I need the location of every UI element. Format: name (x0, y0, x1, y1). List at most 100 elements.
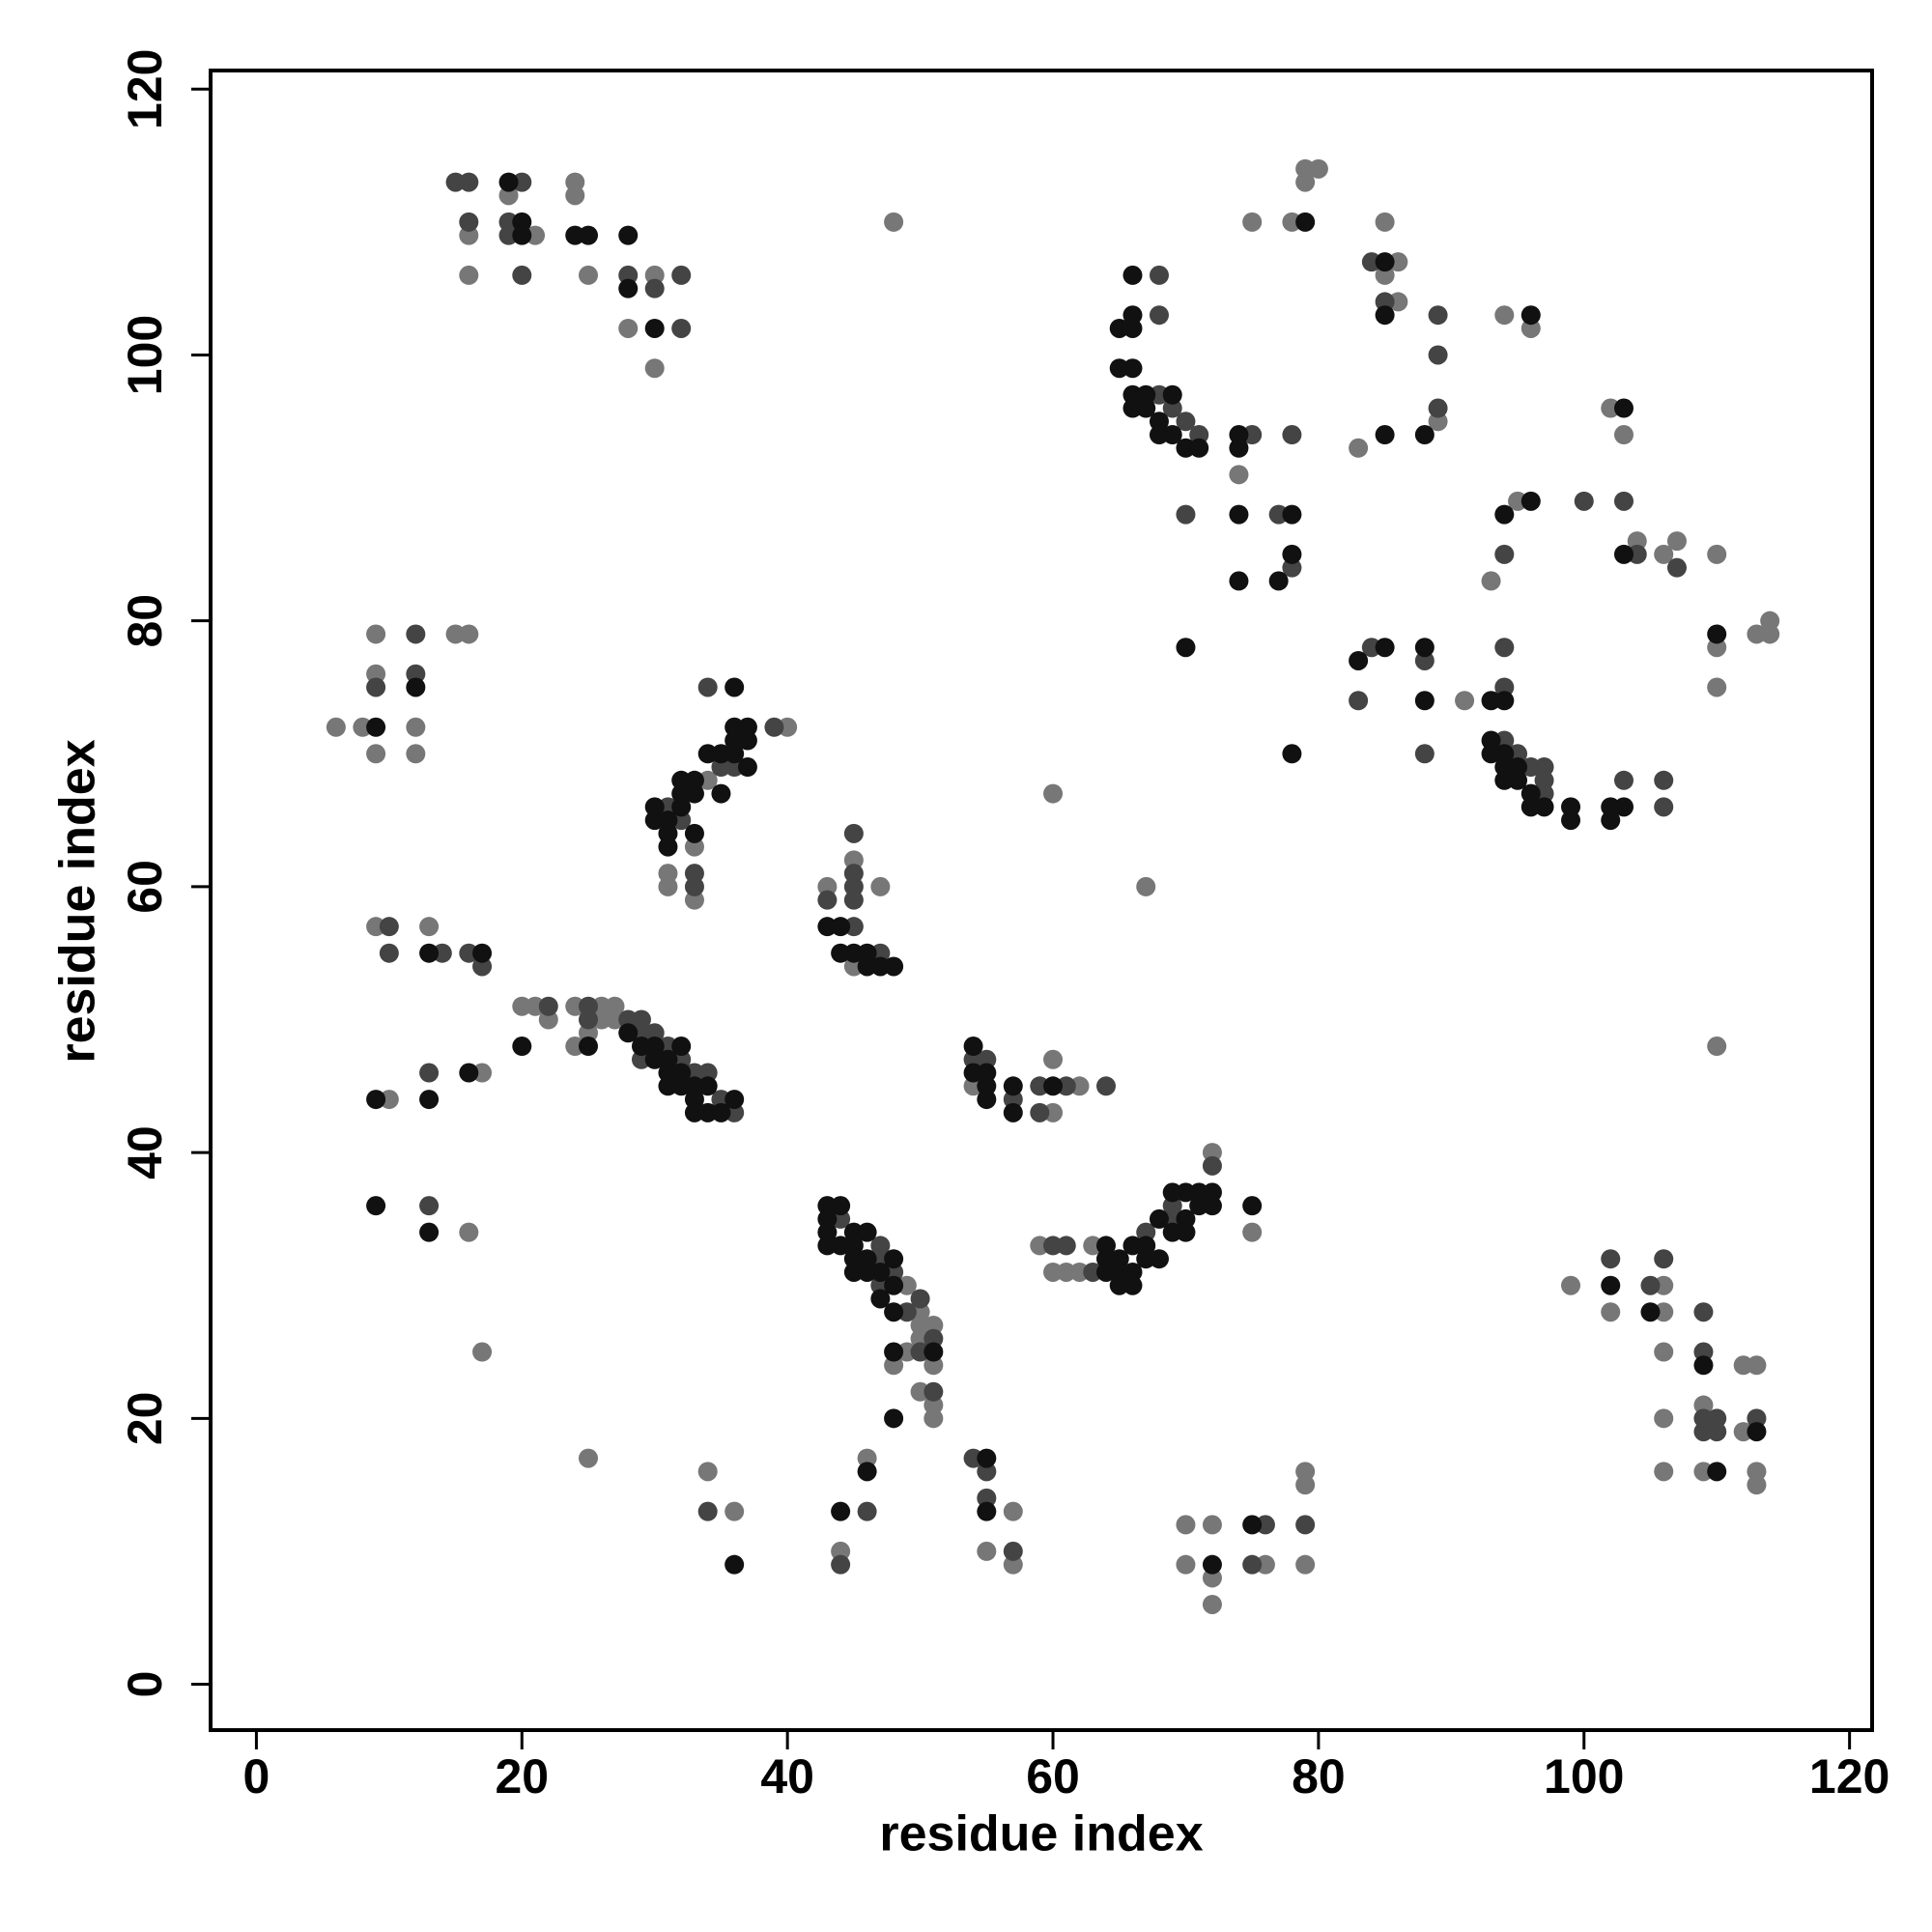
point (671, 783, 692, 804)
point (1229, 571, 1249, 591)
point (910, 1342, 930, 1362)
point (1242, 1196, 1263, 1216)
point (684, 837, 704, 857)
point (631, 1023, 651, 1043)
point (1375, 292, 1395, 312)
point (512, 212, 532, 232)
point (366, 677, 386, 697)
point (1176, 1182, 1196, 1203)
point (366, 664, 386, 684)
point (817, 890, 838, 910)
point (977, 1541, 997, 1561)
point (1375, 638, 1395, 658)
point (512, 172, 532, 192)
point (1375, 252, 1395, 272)
point (1494, 744, 1515, 764)
point (1189, 1196, 1209, 1216)
point (1242, 1222, 1263, 1242)
point (831, 1554, 851, 1575)
point (1202, 1182, 1222, 1203)
point (1640, 1302, 1661, 1322)
point (579, 1037, 599, 1057)
point (459, 225, 479, 245)
point (910, 1381, 930, 1402)
point (737, 730, 757, 751)
point (1349, 691, 1369, 711)
point (366, 624, 386, 644)
point (1561, 1275, 1581, 1295)
point (684, 1063, 704, 1083)
point (1003, 1501, 1023, 1521)
point (1136, 1222, 1156, 1242)
point (1494, 504, 1515, 525)
point (963, 1049, 983, 1069)
point (884, 1408, 904, 1429)
point (1176, 1554, 1196, 1575)
x-tick-label: 60 (1026, 1749, 1080, 1804)
point (366, 744, 386, 764)
point (1282, 544, 1302, 564)
point (963, 1448, 983, 1468)
point (1162, 1196, 1182, 1216)
point (1520, 491, 1541, 511)
point (366, 1196, 386, 1216)
point (711, 744, 731, 764)
point (512, 1037, 532, 1057)
point (1654, 1462, 1674, 1482)
point (1295, 1515, 1316, 1535)
point (1654, 1249, 1674, 1269)
x-tick-label: 80 (1292, 1749, 1346, 1804)
point (1375, 305, 1395, 326)
point (1494, 677, 1515, 697)
point (843, 1236, 864, 1256)
y-tick-label: 120 (118, 49, 172, 129)
point (977, 1090, 997, 1110)
point (379, 1090, 399, 1110)
point (1481, 691, 1501, 711)
point (658, 876, 678, 896)
point (1136, 1249, 1156, 1269)
point (1136, 876, 1156, 896)
point (817, 876, 838, 896)
point (831, 1196, 851, 1216)
point (644, 278, 665, 298)
point (697, 744, 718, 764)
point (498, 225, 519, 245)
point (1627, 544, 1647, 564)
point (1176, 1515, 1196, 1535)
point (644, 1037, 665, 1057)
point (843, 850, 864, 870)
point (1640, 1275, 1661, 1295)
point (843, 864, 864, 884)
point (870, 1249, 891, 1269)
point (1414, 650, 1435, 670)
point (1122, 1275, 1143, 1295)
point (870, 956, 891, 977)
point (419, 917, 440, 937)
point (1693, 1342, 1714, 1362)
point (896, 1342, 917, 1362)
point (1202, 1594, 1222, 1614)
point (711, 757, 731, 778)
point (857, 1262, 877, 1282)
point (884, 1302, 904, 1322)
point (923, 1381, 944, 1402)
point (472, 1342, 493, 1362)
point (1109, 1249, 1129, 1269)
point (366, 717, 386, 737)
point (724, 730, 745, 751)
point (1162, 398, 1182, 418)
point (1149, 425, 1169, 445)
point (1375, 265, 1395, 285)
point (472, 1063, 493, 1083)
point (1494, 730, 1515, 751)
point (1295, 158, 1316, 179)
point (1613, 425, 1634, 445)
point (1534, 770, 1554, 790)
point (1202, 1554, 1222, 1575)
point (658, 837, 678, 857)
y-tick-label: 80 (118, 594, 172, 648)
point (658, 1049, 678, 1069)
point (977, 1488, 997, 1508)
point (1043, 1236, 1064, 1256)
